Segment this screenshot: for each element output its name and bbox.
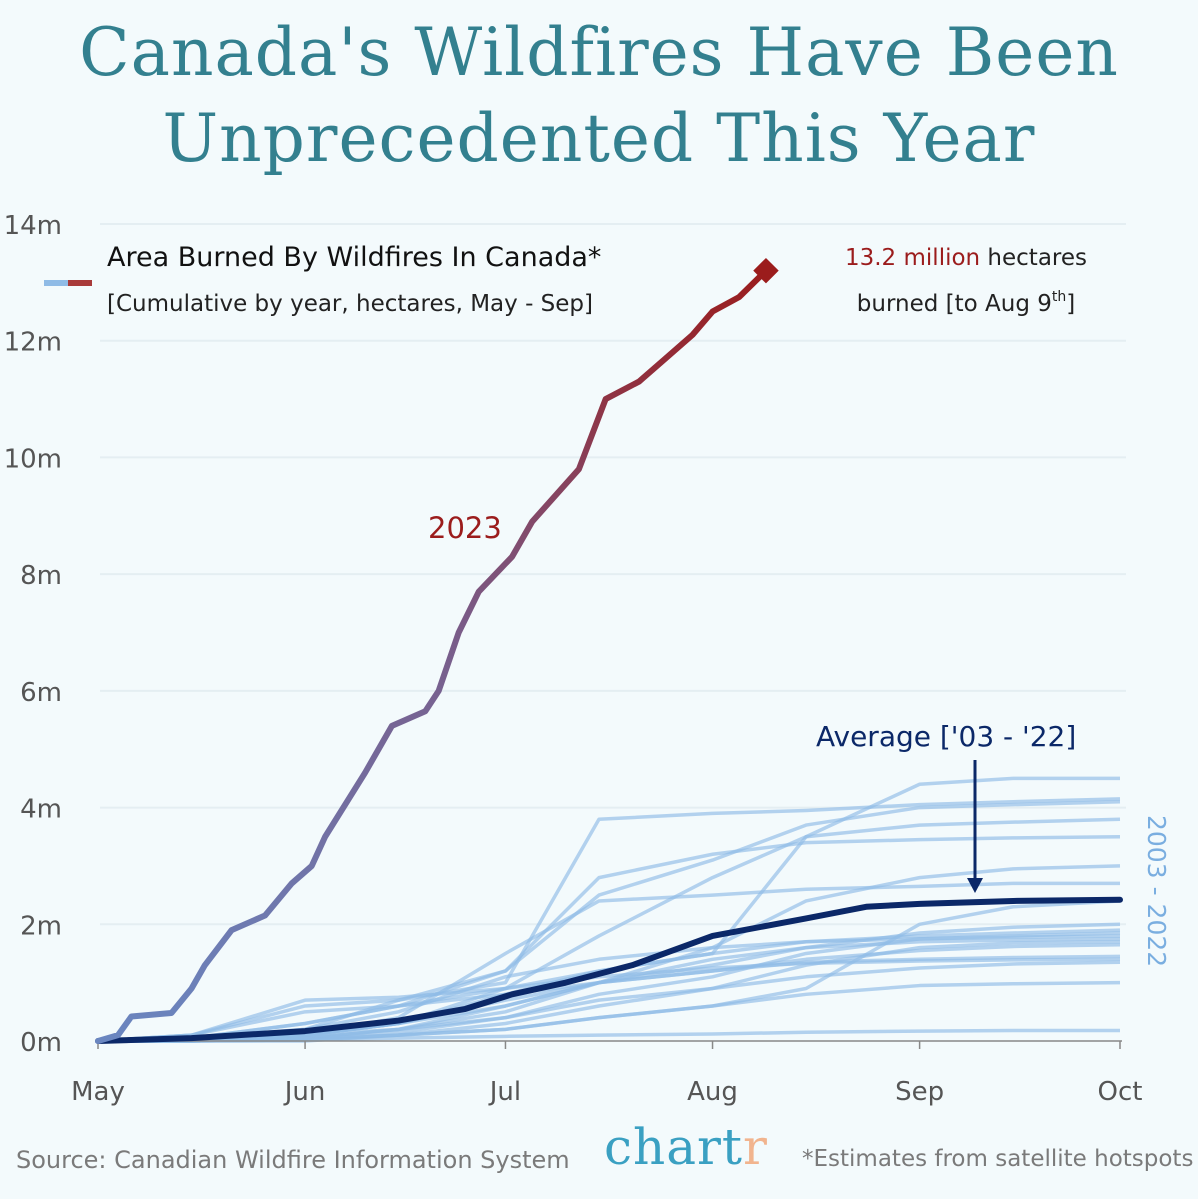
x-tick-label: Sep [895, 1077, 944, 1107]
legend-swatch-current [68, 280, 92, 286]
total-annotation: 13.2 million hectares burned [to Aug 9th… [845, 245, 1087, 317]
annotation-end: ] [1066, 291, 1075, 317]
annotation-highlight: 13.2 million [845, 245, 980, 271]
history-year-line [97, 942, 1121, 1043]
chart-title: Canada's Wildfires Have Been Unprecedente… [0, 10, 1198, 182]
history-year-line [98, 899, 1121, 1043]
svg-text:burned [to Aug 9th]: burned [to Aug 9th] [857, 289, 1075, 317]
y-tick-label: 8m [20, 561, 62, 591]
source-note: Source: Canadian Wildfire Information Sy… [16, 1146, 570, 1174]
label-2023: 2023 [428, 511, 502, 545]
y-tick-label: 0m [20, 1028, 62, 1058]
history-year-line [97, 934, 1121, 1043]
y-tick-label: 14m [4, 211, 62, 241]
logo-end: r [743, 1118, 768, 1176]
annotation-line2: burned [to Aug 9 [857, 291, 1052, 317]
title-line-2: Unprecedented This Year [162, 100, 1036, 177]
y-tick-label: 2m [20, 911, 62, 941]
history-year-line [98, 960, 1121, 1043]
y-tick-label: 6m [20, 678, 62, 708]
endpoint-marker-2023 [753, 257, 779, 284]
legend-subtitle: [Cumulative by year, hectares, May - Sep… [107, 291, 593, 317]
x-tick-label: Jun [283, 1077, 326, 1107]
y-tick-label: 10m [4, 444, 62, 474]
average-arrow [967, 760, 983, 893]
line-2023 [95, 267, 769, 1044]
annotation-after: hectares [980, 245, 1087, 271]
legend-swatch-history [44, 280, 68, 286]
footnote: *Estimates from satellite hotspots [802, 1146, 1194, 1172]
average-line [95, 896, 1123, 1044]
chartr-logo: chartr [604, 1118, 768, 1176]
label-history-range: 2003 - 2022 [1142, 815, 1171, 967]
logo-main: chart [604, 1118, 744, 1176]
annotation-sup: th [1052, 289, 1066, 305]
legend-title: Area Burned By Wildfires In Canada* [107, 242, 601, 273]
history-year-line [98, 937, 1121, 1043]
title-line-1: Canada's Wildfires Have Been [79, 14, 1119, 91]
y-tick-label: 12m [4, 328, 62, 358]
x-tick-label: Aug [687, 1077, 738, 1107]
legend: Area Burned By Wildfires In Canada* [Cum… [44, 242, 601, 317]
x-tick-label: May [71, 1077, 125, 1107]
svg-text:13.2 million hectares: 13.2 million hectares [845, 245, 1087, 271]
x-tick-label: Oct [1098, 1077, 1143, 1107]
history-year-line [97, 799, 1121, 1043]
label-average: Average ['03 - '22] [816, 720, 1076, 753]
y-tick-label: 4m [20, 795, 62, 825]
x-tick-label: Jul [488, 1077, 521, 1107]
